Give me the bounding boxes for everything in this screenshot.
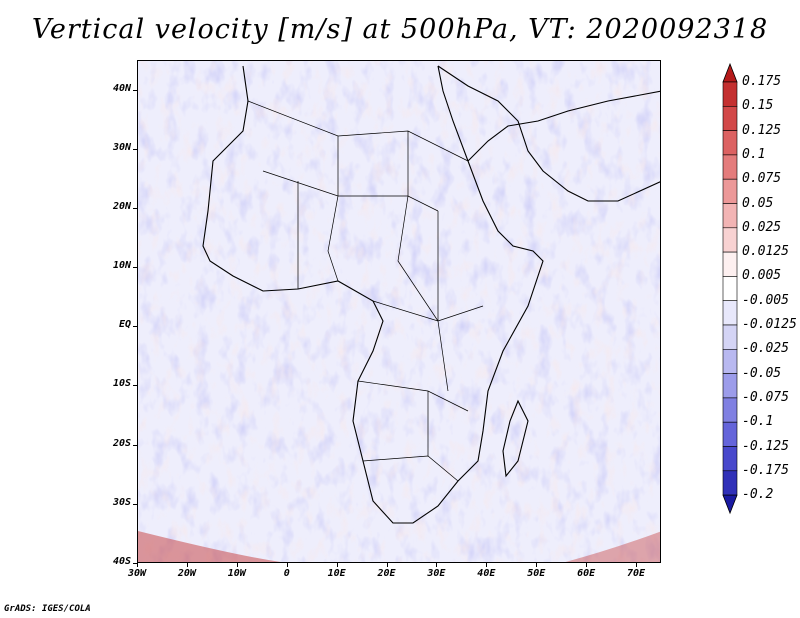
- lat-tick-mark: [133, 267, 137, 269]
- colorbar-box: [722, 348, 738, 374]
- footer-credit: GrADS: IGES/COLA: [4, 604, 91, 614]
- colorbar-box: [722, 203, 738, 229]
- colorbar-tick-label: 0.175: [742, 74, 782, 89]
- lat-tick-label: EQ: [118, 319, 131, 331]
- lon-tick-label: 10W: [227, 568, 246, 579]
- field-ascent-texture: [138, 61, 660, 562]
- colorbar-box: [722, 276, 738, 301]
- colorbar-box: [722, 105, 738, 131]
- map-plot-area: [137, 60, 661, 563]
- lon-tick-mark: [386, 563, 388, 567]
- lon-tick-label: 30E: [427, 568, 446, 579]
- colorbar-box: [722, 421, 738, 447]
- lon-tick-mark: [286, 563, 288, 567]
- coastlines: [202, 65, 660, 524]
- lat-tick-mark: [133, 148, 137, 150]
- vertical-velocity-field: [138, 61, 660, 562]
- colorbar-box: [722, 154, 738, 180]
- lat-tick-label: 40S: [112, 556, 131, 567]
- lon-tick-mark: [436, 563, 438, 567]
- colorbar-tick-label: 0.125: [742, 122, 782, 138]
- lon-tick-mark: [186, 563, 188, 567]
- lon-tick-label: 20E: [377, 568, 396, 579]
- colorbar-tick-label: 0.05: [742, 195, 774, 211]
- lat-tick-label: 10S: [112, 378, 131, 390]
- lon-tick-mark: [336, 563, 338, 567]
- lat-tick-mark: [133, 563, 137, 564]
- lon-tick-mark: [486, 563, 488, 567]
- lat-tick-label: 20S: [112, 437, 131, 449]
- colorbar-tick-label: 0.1: [742, 146, 766, 162]
- colorbar-tick-label: -0.125: [742, 438, 789, 454]
- southern-band-east: [565, 531, 660, 562]
- lon-tick-label: 10E: [327, 568, 346, 579]
- lon-tick-label: 20W: [177, 568, 196, 579]
- lon-tick-mark: [586, 563, 588, 567]
- lon-tick-label: 30W: [127, 568, 147, 579]
- colorbar-box: [722, 251, 738, 277]
- lat-tick-mark: [133, 503, 137, 505]
- lon-tick-mark: [636, 563, 638, 567]
- colorbar-tick-label: -0.175: [742, 462, 789, 478]
- lat-tick-label: 20N: [112, 200, 131, 212]
- colorbar: [720, 60, 740, 564]
- colorbar-tick-label: -0.2: [742, 487, 774, 503]
- colorbar-tick-label: -0.075: [742, 389, 789, 405]
- colorbar-max-arrow: [722, 62, 738, 83]
- lat-tick-mark: [133, 385, 137, 387]
- colorbar-tick-label: -0.1: [742, 414, 774, 430]
- colorbar-box: [722, 373, 738, 399]
- colorbar-box: [722, 470, 738, 496]
- lat-tick-label: 30N: [112, 141, 131, 153]
- lat-tick-label: 10N: [112, 260, 131, 272]
- lon-tick-mark: [236, 563, 238, 567]
- lat-tick-label: 30S: [112, 496, 131, 508]
- colorbar-tick-label: 0.15: [742, 98, 774, 114]
- lat-tick-mark: [133, 207, 137, 209]
- colorbar-box: [722, 397, 738, 423]
- colorbar-tick-label: 0.025: [742, 219, 782, 235]
- colorbar-box: [722, 130, 738, 156]
- country-borders: [247, 100, 484, 482]
- lon-tick-label: 40E: [477, 568, 496, 579]
- lon-tick-label: 70E: [627, 568, 646, 579]
- colorbar-tick-label: -0.0125: [742, 317, 797, 332]
- lat-tick-mark: [133, 326, 137, 328]
- southern-band: [138, 531, 281, 562]
- colorbar-tick-label: 0.005: [742, 268, 782, 284]
- lon-tick-label: 50E: [527, 568, 546, 579]
- lon-tick-mark: [137, 563, 138, 567]
- colorbar-box: [722, 446, 738, 472]
- colorbar-tick-label: 0.0125: [742, 244, 789, 260]
- colorbar-min-arrow: [722, 494, 738, 515]
- lon-tick-label: 0: [283, 568, 290, 579]
- colorbar-box: [722, 81, 738, 107]
- colorbar-tick-label: 0.075: [742, 171, 782, 187]
- lat-tick-mark: [133, 89, 137, 91]
- colorbar-box: [722, 227, 738, 253]
- colorbar-tick-label: -0.025: [742, 341, 789, 357]
- colorbar-scale: [722, 62, 738, 515]
- lat-tick-mark: [133, 444, 137, 446]
- lon-tick-mark: [536, 563, 538, 567]
- lat-tick-label: 40N: [112, 82, 131, 94]
- colorbar-box: [722, 324, 738, 350]
- colorbar-tick-label: -0.005: [742, 292, 789, 308]
- map-title: Vertical velocity [m/s] at 500hPa, VT: 2…: [31, 14, 769, 45]
- colorbar-box: [722, 300, 738, 326]
- colorbar-box: [722, 178, 738, 204]
- lon-tick-label: 60E: [577, 568, 596, 579]
- colorbar-tick-label: -0.05: [742, 365, 782, 381]
